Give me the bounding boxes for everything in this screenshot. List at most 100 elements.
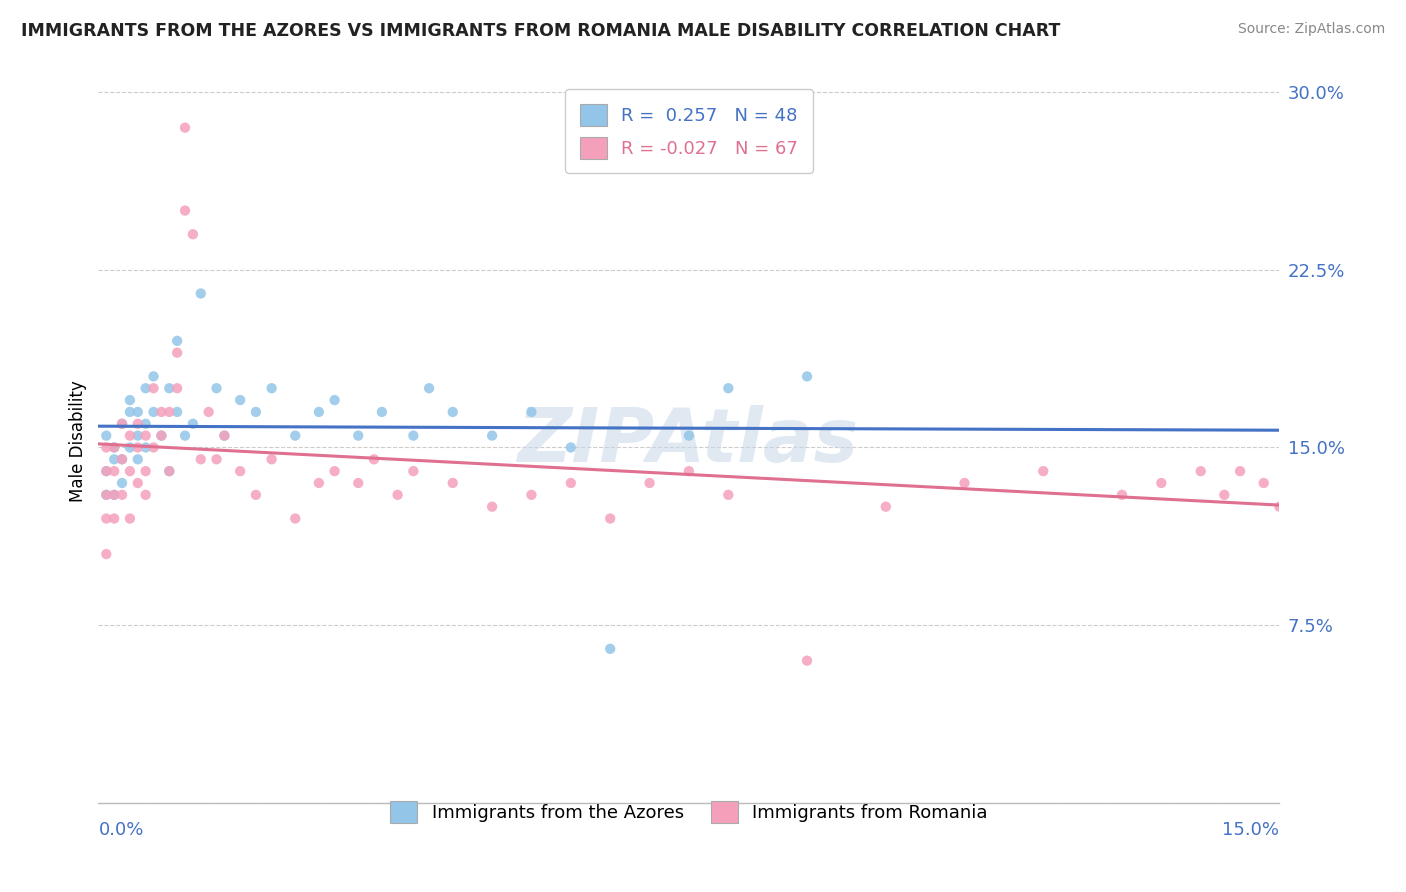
Point [174, 428, 197, 442]
Point [157, 464, 180, 478]
Text: Source: ZipAtlas.com: Source: ZipAtlas.com [1237, 22, 1385, 37]
Point [481, 428, 503, 442]
Point [1032, 464, 1054, 478]
Point [96, 464, 118, 478]
Point [135, 428, 157, 442]
Point [135, 488, 157, 502]
Point [1253, 475, 1275, 490]
Point [96, 547, 118, 561]
Point [157, 381, 180, 395]
Point [1189, 464, 1212, 478]
Point [127, 417, 149, 431]
Point [418, 381, 440, 395]
Point [205, 452, 228, 467]
Point [260, 452, 283, 467]
Point [560, 441, 582, 455]
Point [308, 405, 330, 419]
Point [127, 428, 149, 442]
Point [190, 286, 212, 301]
Point [1308, 464, 1330, 478]
Point [323, 464, 346, 478]
Point [520, 405, 543, 419]
Point [111, 452, 134, 467]
Text: 15.0%: 15.0% [1222, 821, 1279, 838]
Point [150, 428, 173, 442]
Point [111, 475, 134, 490]
Point [118, 405, 141, 419]
Point [142, 405, 165, 419]
Point [166, 405, 188, 419]
Point [127, 405, 149, 419]
Point [181, 227, 204, 242]
Point [371, 405, 394, 419]
Point [181, 417, 204, 431]
Point [150, 405, 173, 419]
Text: IMMIGRANTS FROM THE AZORES VS IMMIGRANTS FROM ROMANIA MALE DISABILITY CORRELATIO: IMMIGRANTS FROM THE AZORES VS IMMIGRANTS… [21, 22, 1060, 40]
Point [157, 464, 180, 478]
Point [166, 345, 188, 359]
Point [142, 381, 165, 395]
Text: ZIPAtlas: ZIPAtlas [519, 405, 859, 478]
Point [118, 428, 141, 442]
Point [111, 417, 134, 431]
Point [118, 441, 141, 455]
Point [118, 511, 141, 525]
Point [796, 654, 818, 668]
Point [229, 464, 252, 478]
Legend: Immigrants from the Azores, Immigrants from Romania: Immigrants from the Azores, Immigrants f… [375, 786, 1002, 837]
Point [150, 428, 173, 442]
Point [142, 441, 165, 455]
Point [118, 464, 141, 478]
Point [205, 381, 228, 395]
Point [96, 428, 118, 442]
Point [347, 475, 370, 490]
Point [103, 511, 125, 525]
Point [135, 441, 157, 455]
Point [284, 511, 307, 525]
Point [1213, 488, 1236, 502]
Point [166, 334, 188, 348]
Point [1268, 500, 1291, 514]
Point [142, 369, 165, 384]
Point [135, 381, 157, 395]
Point [103, 464, 125, 478]
Point [174, 203, 197, 218]
Point [127, 475, 149, 490]
Point [96, 464, 118, 478]
Point [197, 405, 219, 419]
Point [111, 488, 134, 502]
Point [103, 488, 125, 502]
Point [96, 488, 118, 502]
Point [481, 500, 503, 514]
Point [135, 417, 157, 431]
Point [111, 417, 134, 431]
Point [599, 511, 621, 525]
Point [560, 475, 582, 490]
Point [520, 488, 543, 502]
Point [1229, 464, 1251, 478]
Point [96, 441, 118, 455]
Point [441, 405, 464, 419]
Point [245, 405, 267, 419]
Point [103, 452, 125, 467]
Point [166, 381, 188, 395]
Point [214, 428, 236, 442]
Point [402, 464, 425, 478]
Point [118, 393, 141, 408]
Y-axis label: Male Disability: Male Disability [69, 381, 87, 502]
Point [717, 488, 740, 502]
Point [127, 452, 149, 467]
Point [103, 441, 125, 455]
Point [796, 369, 818, 384]
Point [245, 488, 267, 502]
Point [441, 475, 464, 490]
Point [103, 488, 125, 502]
Point [111, 452, 134, 467]
Point [260, 381, 283, 395]
Point [678, 428, 700, 442]
Point [717, 381, 740, 395]
Point [347, 428, 370, 442]
Point [103, 441, 125, 455]
Point [363, 452, 385, 467]
Point [96, 488, 118, 502]
